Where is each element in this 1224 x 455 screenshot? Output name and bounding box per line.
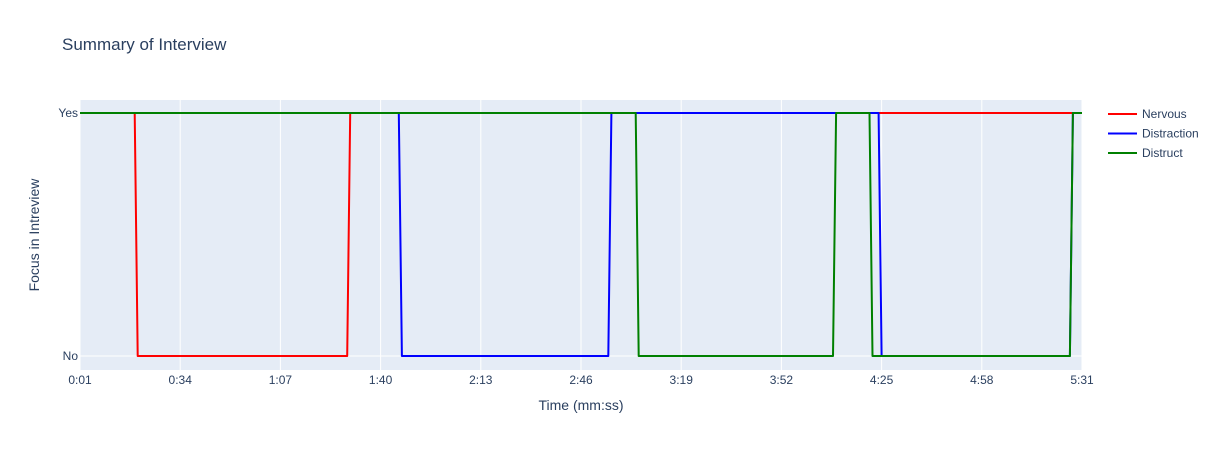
y-tick-labels: No Yes: [58, 106, 78, 363]
x-tick-label: 2:46: [569, 373, 593, 387]
legend-label: Distraction: [1142, 127, 1199, 141]
x-tick-labels: 0:01 0:34 1:07 1:40 2:13 2:46 3:19 3:52 4:25 4:58…: [68, 373, 1094, 387]
x-tick-label: 5:31: [1070, 373, 1094, 387]
legend: Nervous Distraction Distruct: [1108, 107, 1199, 160]
x-tick-label: 3:52: [770, 373, 794, 387]
x-axis-title: Time (mm:ss): [538, 397, 623, 413]
chart-title: Summary of Interview: [62, 35, 227, 54]
x-tick-label: 3:19: [670, 373, 694, 387]
x-tick-label: 1:07: [269, 373, 293, 387]
legend-label: Nervous: [1142, 107, 1187, 121]
x-tick-label: 1:40: [369, 373, 393, 387]
x-tick-label: 0:01: [68, 373, 92, 387]
y-axis-title: Focus in Intreview: [26, 178, 42, 292]
x-tick-label: 0:34: [169, 373, 193, 387]
series-line-distruct: [80, 112, 1082, 357]
y-tick-label: Yes: [58, 106, 78, 120]
x-tick-label: 4:58: [970, 373, 994, 387]
legend-label: Distruct: [1142, 146, 1183, 160]
y-tick-label: No: [63, 349, 79, 363]
x-tick-label: 2:13: [469, 373, 493, 387]
series-lines: [80, 112, 1082, 357]
x-tick-label: 4:25: [870, 373, 894, 387]
